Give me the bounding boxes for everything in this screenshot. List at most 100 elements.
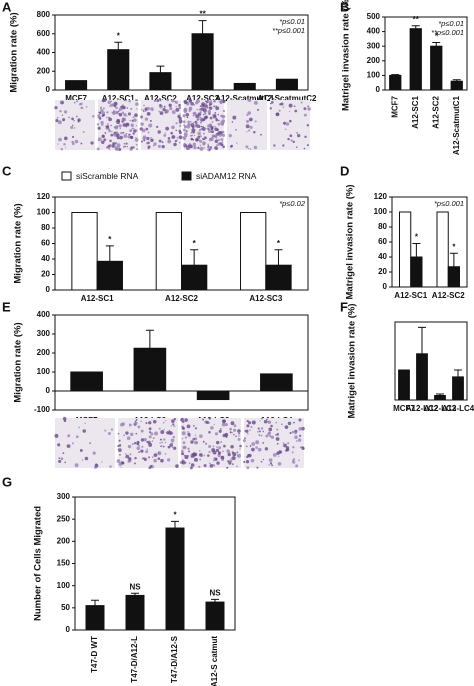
cell <box>119 135 123 140</box>
cell <box>203 147 205 149</box>
cell <box>149 465 153 468</box>
cell <box>216 138 218 140</box>
error-bar <box>449 252 458 267</box>
cell <box>191 128 196 133</box>
cell <box>97 115 101 119</box>
cell <box>96 147 100 151</box>
cell <box>130 129 132 131</box>
cell <box>205 420 209 424</box>
cell <box>217 142 221 146</box>
cell <box>213 105 216 108</box>
cell <box>161 145 165 149</box>
cell <box>226 449 229 451</box>
cell <box>134 420 137 423</box>
cell <box>217 131 221 135</box>
cell <box>132 146 135 149</box>
cell <box>192 439 195 441</box>
cell <box>141 445 144 448</box>
cell <box>163 105 166 108</box>
cell <box>176 136 179 139</box>
cell <box>123 99 126 102</box>
cell <box>153 99 156 102</box>
cell <box>245 124 250 129</box>
cell <box>275 421 278 424</box>
cell <box>199 118 202 121</box>
y-tick-label: 300 <box>367 41 381 50</box>
cell <box>118 124 122 128</box>
cell <box>182 136 187 140</box>
cell <box>267 420 272 424</box>
cell <box>156 125 159 129</box>
cell <box>216 440 220 445</box>
cell <box>120 466 122 468</box>
cell <box>218 119 220 122</box>
cell <box>211 134 215 138</box>
cell <box>295 464 299 468</box>
cell <box>293 458 295 460</box>
note: *p≤0.02 <box>279 199 306 208</box>
cell <box>102 107 105 110</box>
cell <box>249 148 252 150</box>
cell <box>147 145 151 149</box>
cell <box>142 109 145 111</box>
x-tick-label: T47-D/A12-L <box>130 636 139 683</box>
cell <box>207 146 209 148</box>
error-bar <box>274 249 283 266</box>
cell <box>135 432 138 435</box>
significance-marker: * <box>117 31 121 40</box>
cell <box>121 118 126 122</box>
cell <box>153 142 157 146</box>
cell <box>140 109 142 111</box>
cell <box>185 130 188 133</box>
cell <box>269 102 272 105</box>
cell <box>186 146 190 151</box>
cell <box>74 463 79 468</box>
significance-marker: * <box>435 32 439 41</box>
cell <box>108 105 111 107</box>
cell <box>71 135 75 139</box>
cell <box>165 109 169 114</box>
cell <box>140 140 143 143</box>
cell <box>66 444 71 448</box>
cell <box>188 450 191 453</box>
cell <box>94 463 99 468</box>
cell <box>207 99 209 101</box>
cell <box>189 120 192 123</box>
cell <box>159 438 162 441</box>
cell <box>247 98 252 103</box>
cell <box>233 428 237 432</box>
cell <box>119 453 121 456</box>
cell <box>251 447 255 452</box>
cell <box>118 448 122 452</box>
bar <box>181 264 208 291</box>
cell <box>237 437 241 441</box>
cell <box>171 99 175 103</box>
cell <box>222 109 226 113</box>
bar <box>85 605 105 631</box>
micrograph <box>96 98 139 151</box>
micrograph <box>269 100 311 150</box>
cell <box>227 452 231 457</box>
error-bar <box>114 41 123 50</box>
cell <box>292 445 295 449</box>
cell <box>215 448 219 452</box>
cell <box>58 137 62 142</box>
cell <box>203 464 207 468</box>
cell <box>140 438 145 442</box>
cell <box>300 101 303 104</box>
cell <box>70 125 74 130</box>
error-bar <box>418 326 426 354</box>
cell <box>182 445 186 450</box>
cell <box>307 105 309 108</box>
y-tick-label: 600 <box>37 29 51 38</box>
cell <box>121 111 125 114</box>
cell <box>203 102 205 105</box>
cell <box>127 112 131 116</box>
cell <box>136 99 138 101</box>
cell <box>166 98 169 102</box>
cell <box>236 142 238 144</box>
cell <box>222 419 226 423</box>
panel-letter: C <box>2 163 12 178</box>
cell <box>130 107 133 111</box>
